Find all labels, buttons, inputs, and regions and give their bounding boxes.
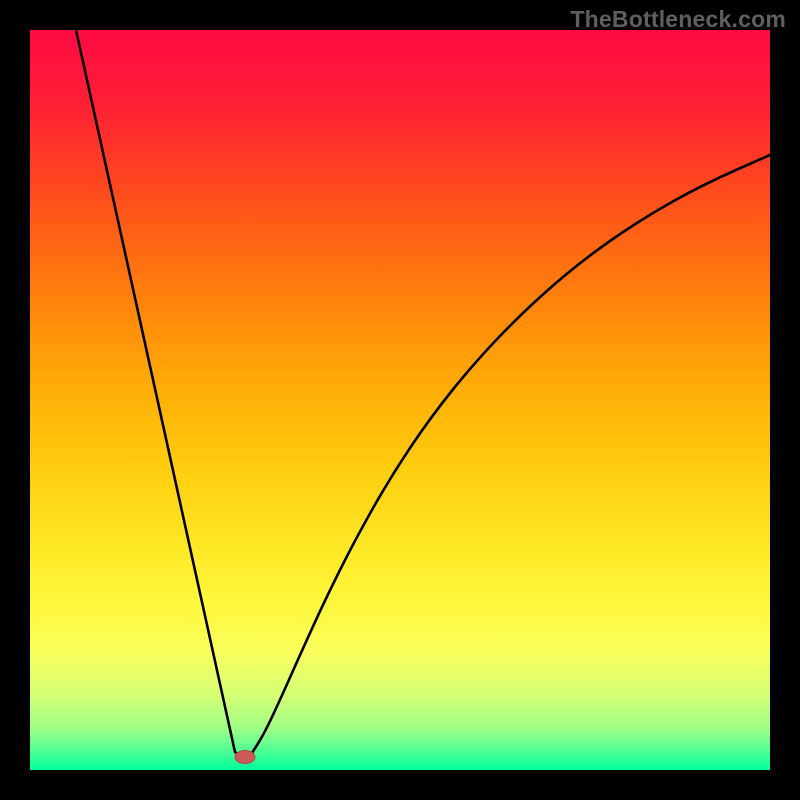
chart-frame: TheBottleneck.com bbox=[0, 0, 800, 800]
plot-area bbox=[30, 30, 770, 770]
minimum-marker bbox=[235, 751, 255, 764]
bottleneck-curve-chart bbox=[30, 30, 770, 770]
gradient-background bbox=[30, 30, 770, 770]
watermark-text: TheBottleneck.com bbox=[570, 6, 786, 33]
